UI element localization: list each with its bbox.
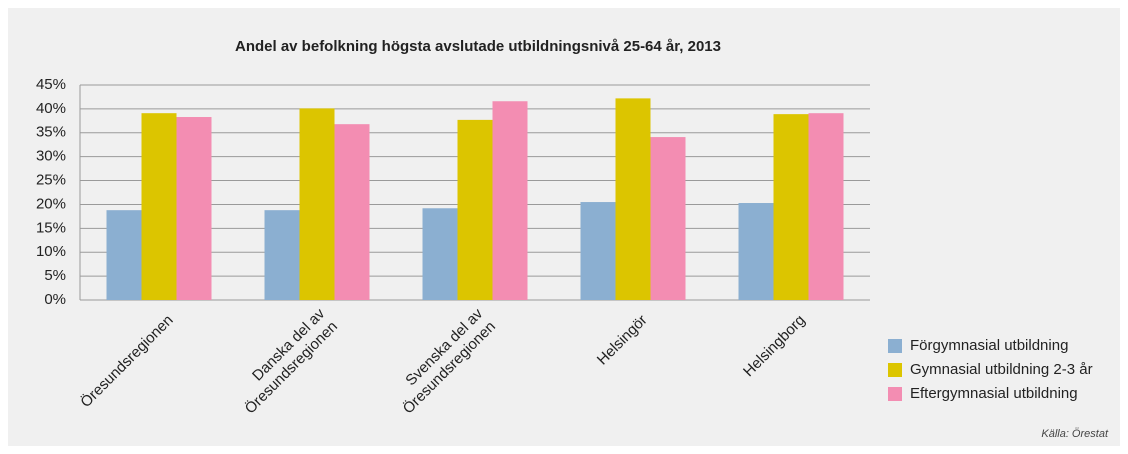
bar	[457, 119, 493, 300]
legend-swatch	[888, 363, 902, 377]
bar	[299, 108, 335, 301]
y-tick-label: 0%	[44, 291, 66, 308]
y-tick-label: 10%	[36, 243, 66, 260]
bar	[615, 98, 651, 300]
bar	[773, 114, 809, 301]
chart-title: Andel av befolkning högsta avslutade utb…	[235, 38, 721, 55]
bar	[650, 137, 686, 300]
bar	[422, 208, 458, 300]
legend-swatch	[888, 387, 902, 401]
source: Källa: Örestat	[1041, 428, 1109, 440]
y-tick-label: 30%	[36, 148, 66, 165]
bar	[808, 113, 844, 300]
y-tick-label: 20%	[36, 195, 66, 212]
bar	[334, 124, 370, 300]
y-tick-label: 35%	[36, 124, 66, 141]
legend-label: Gymnasial utbildning 2-3 år	[910, 361, 1093, 378]
bar	[580, 202, 616, 300]
bar	[264, 210, 300, 300]
bar	[176, 117, 212, 300]
y-tick-label: 5%	[44, 267, 66, 284]
bar	[738, 203, 774, 300]
bar	[106, 210, 142, 300]
y-tick-label: 25%	[36, 172, 66, 189]
y-tick-label: 15%	[36, 219, 66, 236]
legend-swatch	[888, 339, 902, 353]
legend-label: Förgymnasial utbildning	[910, 337, 1068, 354]
y-tick-label: 45%	[36, 76, 66, 93]
bar	[141, 113, 177, 300]
y-tick-label: 40%	[36, 100, 66, 117]
bar	[492, 101, 528, 300]
legend-label: Eftergymnasial utbildning	[910, 385, 1078, 402]
